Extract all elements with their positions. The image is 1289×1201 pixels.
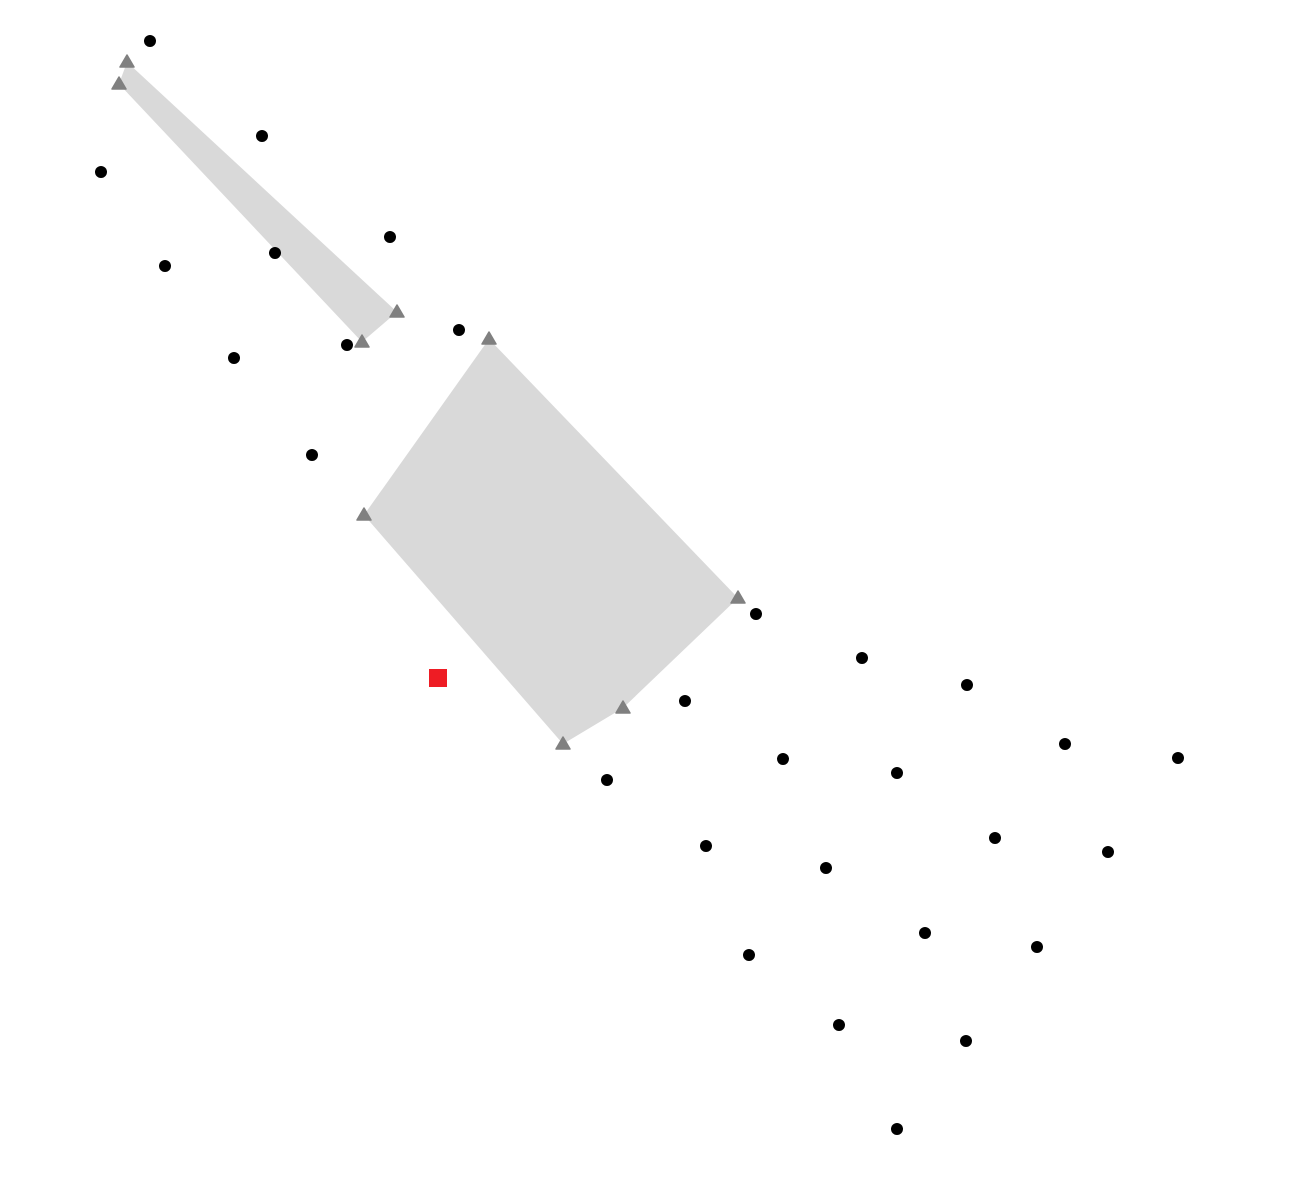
point-dot [341,339,353,351]
point-dot [833,1019,845,1031]
point-dot [159,260,171,272]
point-dot [856,652,868,664]
vertex-triangle-icon [730,590,746,604]
point-dot [960,1035,972,1047]
point-dot [777,753,789,765]
vertices-layer [111,54,746,750]
targets-layer [429,669,447,687]
point-dot [1102,846,1114,858]
vertex-triangle-icon [354,334,370,348]
point-dot [144,35,156,47]
point-dot [700,840,712,852]
point-dot [1059,738,1071,750]
point-dot [306,449,318,461]
vertex-triangle-icon [119,54,135,68]
points-layer [95,35,1184,1135]
point-dot [679,695,691,707]
point-dot [919,927,931,939]
shaded-polygon-2 [364,339,738,744]
vertex-triangle-icon [555,736,571,750]
vertex-triangle-icon [356,507,372,521]
vertex-triangle-icon [389,304,405,318]
target-square-icon [429,669,447,687]
point-dot [269,247,281,259]
point-dot [820,862,832,874]
point-dot [1031,941,1043,953]
point-dot [256,130,268,142]
point-dot [601,774,613,786]
point-dot [961,679,973,691]
point-dot [743,949,755,961]
shaded-polygon-1 [119,62,397,342]
point-dot [891,767,903,779]
point-dot [384,231,396,243]
point-dot [750,608,762,620]
vertex-triangle-icon [111,76,127,90]
point-dot [228,352,240,364]
point-dot [453,324,465,336]
point-dot [1172,752,1184,764]
vertex-triangle-icon [481,331,497,345]
polygons-layer [119,62,738,744]
point-dot [989,832,1001,844]
point-dot [95,166,107,178]
vertex-triangle-icon [615,700,631,714]
point-dot [891,1123,903,1135]
